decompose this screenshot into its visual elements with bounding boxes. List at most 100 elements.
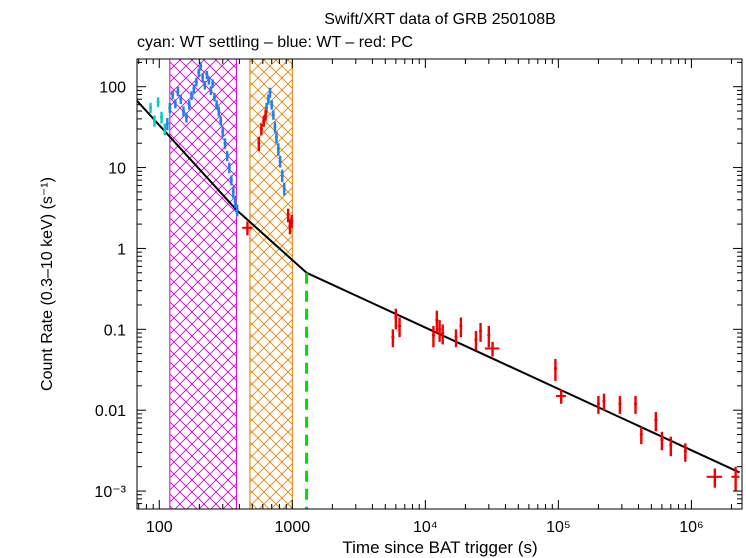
data-point-wt — [223, 138, 227, 149]
data-point-wt — [211, 79, 215, 88]
data-point-pc — [286, 208, 290, 223]
data-point-wt — [278, 155, 282, 168]
data-point-wt — [268, 87, 272, 98]
data-point-pc — [634, 395, 638, 414]
data-point-pc — [683, 443, 687, 462]
y-tick-label: 10⁻³ — [94, 484, 126, 501]
y-tick-label: 10 — [108, 161, 126, 178]
data-point-wt — [187, 100, 191, 110]
data-point-pc — [602, 393, 606, 411]
x-tick-label: 10⁴ — [413, 519, 438, 536]
x-tick-label: 10⁵ — [546, 519, 570, 536]
shaded-region-flare-2 — [249, 59, 293, 509]
data-point-pc — [731, 466, 740, 492]
data-point-pc — [654, 411, 658, 432]
data-point-wt — [205, 70, 209, 80]
data-point-pc — [669, 436, 673, 457]
data-point-pc — [259, 123, 263, 136]
data-point-pc — [706, 468, 723, 488]
data-point-wt — [274, 131, 278, 144]
data-point-wt — [273, 121, 277, 133]
data-point-wt — [266, 94, 270, 105]
data-point-pc — [398, 317, 402, 338]
data-points — [149, 61, 740, 492]
data-point-pc — [242, 221, 253, 236]
data-point-wt — [280, 169, 284, 183]
chart-subtitle: cyan: WT settling – blue: WT – red: PC — [137, 34, 413, 51]
y-tick-label: 1 — [117, 241, 126, 258]
data-point-wt-settling — [149, 102, 153, 114]
data-point-pc — [438, 320, 442, 342]
data-point-wt — [231, 186, 235, 199]
data-point-pc — [257, 136, 261, 152]
data-point-pc — [484, 341, 500, 357]
data-point-wt — [235, 204, 239, 217]
data-point-wt — [192, 84, 196, 94]
data-point-pc — [479, 322, 483, 342]
data-point-wt — [219, 116, 223, 126]
data-point-wt — [270, 100, 274, 110]
data-point-wt — [276, 143, 280, 156]
tick-labels: 100 1000 10⁴ 10⁵ 10⁶ 100 10 1 0.1 0.01 10⁻³ — [94, 80, 703, 536]
data-point-wt — [207, 76, 211, 85]
data-point-wt — [221, 126, 225, 137]
data-point-pc — [459, 317, 463, 338]
data-point-wt — [165, 118, 169, 131]
data-point-pc — [474, 331, 478, 351]
plot-frame — [136, 58, 743, 510]
data-point-wt — [168, 102, 172, 114]
data-point-pc — [394, 308, 398, 330]
data-point-pc — [454, 329, 458, 348]
axis-ticks — [137, 59, 742, 510]
model-segment — [306, 271, 740, 474]
data-point-wt — [215, 100, 219, 110]
data-point-pc — [553, 358, 557, 381]
data-point-wt — [227, 162, 231, 174]
y-tick-label: 100 — [99, 80, 126, 97]
data-point-pc — [487, 325, 491, 348]
data-point-wt-settling — [163, 123, 167, 136]
data-point-wt — [197, 68, 201, 77]
data-point-wt — [209, 86, 213, 95]
chart-title: Swift/XRT data of GRB 250108B — [324, 11, 556, 28]
data-point-wt — [225, 151, 229, 162]
data-point-wt — [181, 106, 185, 117]
data-point-wt — [173, 99, 177, 109]
data-point-pc — [391, 329, 395, 348]
data-point-wt — [271, 110, 275, 120]
data-point-pc — [639, 426, 643, 445]
x-tick-label: 10⁶ — [679, 519, 703, 536]
data-point-wt — [229, 175, 233, 186]
data-point-wt — [282, 182, 286, 196]
data-point-wt — [201, 73, 205, 83]
model-segment — [235, 209, 308, 274]
data-point-pc — [290, 214, 294, 228]
data-point-pc — [660, 431, 664, 451]
data-point-wt-settling — [152, 115, 156, 127]
data-point-wt — [233, 196, 237, 208]
data-point-pc — [431, 325, 435, 348]
data-point-pc — [441, 324, 445, 345]
data-point-wt — [203, 80, 207, 90]
x-axis-label: Time since BAT trigger (s) — [342, 538, 537, 557]
data-point-pc — [264, 109, 268, 121]
data-point-wt — [194, 77, 198, 87]
data-point-wt — [199, 61, 203, 71]
data-point-wt — [212, 92, 216, 102]
data-point-wt — [179, 94, 183, 105]
data-point-wt-settling — [160, 111, 164, 124]
data-point-wt — [217, 106, 221, 117]
data-point-wt — [184, 112, 188, 123]
shaded-region-flare-1 — [169, 59, 237, 509]
y-tick-label: 0.1 — [104, 322, 126, 339]
data-point-pc — [618, 395, 622, 414]
data-point-pc — [596, 395, 600, 414]
y-axis-label: Count Rate (0.3–10 keV) (s⁻¹) — [39, 177, 56, 391]
data-point-wt-settling — [156, 97, 160, 108]
x-tick-label: 1000 — [275, 519, 311, 536]
data-point-wt — [171, 90, 175, 100]
x-tick-label: 100 — [146, 519, 173, 536]
data-point-wt — [190, 91, 194, 101]
data-point-pc — [556, 389, 566, 404]
shaded-regions — [169, 59, 293, 509]
